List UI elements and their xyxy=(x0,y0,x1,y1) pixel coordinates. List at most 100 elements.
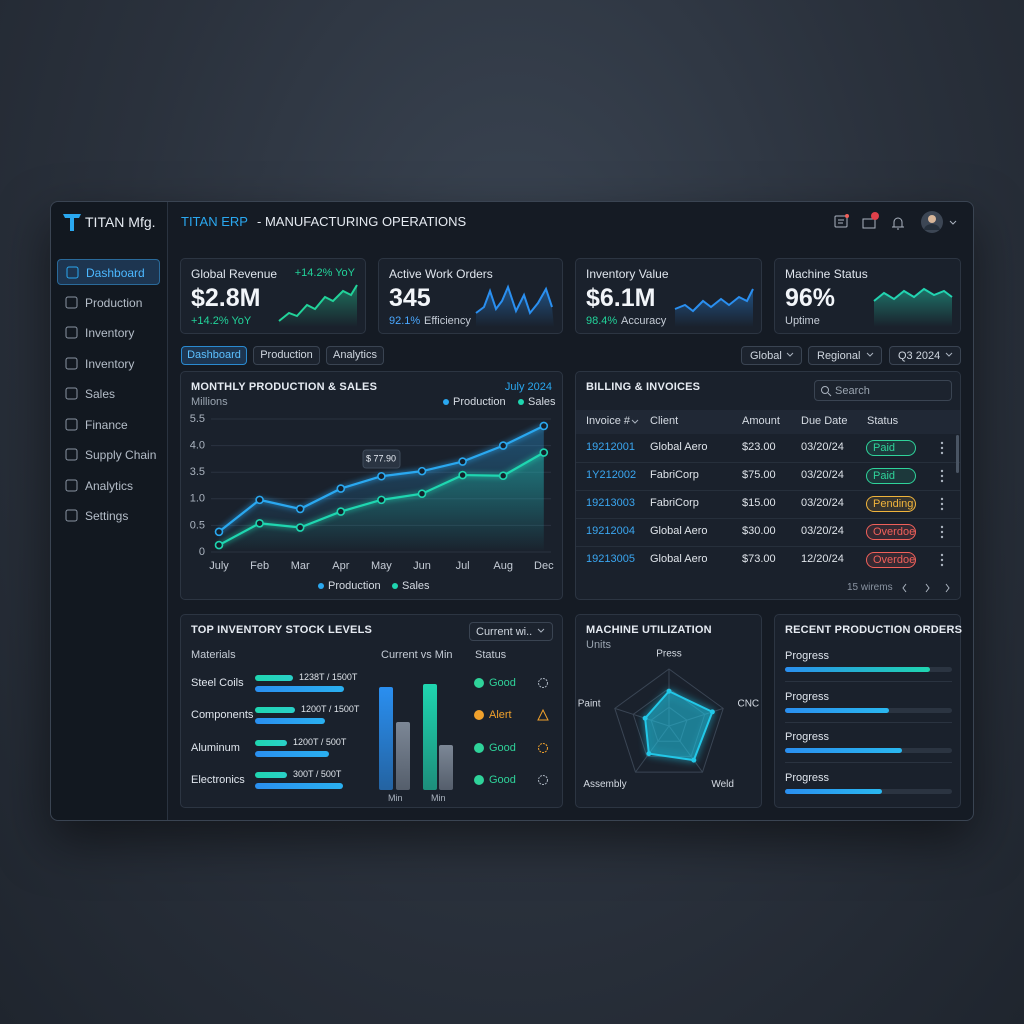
filter-dropdown[interactable]: Q3 2024 xyxy=(889,346,961,365)
nav-item[interactable]: Finance xyxy=(57,412,160,438)
stock-level: 1238T / 1500T xyxy=(299,672,358,682)
nav-icon xyxy=(65,448,78,461)
nav-label: Production xyxy=(85,295,143,310)
filter-dropdown[interactable]: Regional xyxy=(808,346,882,365)
table-header xyxy=(576,410,960,434)
filter-label: Current wi.. xyxy=(476,626,533,638)
status-pill: Overdoe xyxy=(866,524,916,540)
radar-axis xyxy=(635,725,670,773)
status-pill: Paid xyxy=(866,440,916,456)
radar-axis-label: Weld xyxy=(711,779,734,790)
table-cell: $30.00 xyxy=(742,525,776,537)
tab[interactable]: Analytics xyxy=(326,346,384,365)
row-menu xyxy=(940,553,944,567)
tab[interactable]: Production xyxy=(253,346,320,365)
chevron-icon xyxy=(537,628,545,633)
nav-item[interactable]: Production xyxy=(57,290,160,316)
sparkline xyxy=(873,287,953,327)
data-point xyxy=(336,484,346,493)
kpi-highlight: 98.4% xyxy=(586,315,618,327)
row-divider xyxy=(576,490,960,491)
order-label: Progress xyxy=(785,771,830,784)
nav-item[interactable]: Inventory xyxy=(57,351,160,377)
header-icons[interactable] xyxy=(834,211,964,233)
column-header: Client xyxy=(650,415,679,427)
divider xyxy=(785,762,952,763)
nav-icon xyxy=(65,296,78,308)
dot xyxy=(940,535,944,539)
order-label: Progress xyxy=(785,731,830,743)
nav-item[interactable]: Analytics xyxy=(57,473,160,499)
legend-dot xyxy=(518,399,524,405)
stock-status: Alert xyxy=(489,709,512,722)
row-divider xyxy=(576,518,960,519)
search-placeholder: Search xyxy=(835,385,870,397)
tooltip-box xyxy=(362,449,401,469)
table-cell[interactable]: 19213005 xyxy=(586,553,635,565)
x-tick-label: Apr xyxy=(332,560,349,572)
radar-area xyxy=(644,690,714,762)
header-subtitle: - MANUFACTURING OPERATIONS xyxy=(257,214,467,229)
table-footer: 15 wirems xyxy=(847,582,893,593)
data-point xyxy=(498,441,508,450)
kpi-note: Accuracy xyxy=(621,315,667,327)
x-tick-label: Dec xyxy=(534,560,554,572)
status-icon xyxy=(538,678,548,688)
stock-bar xyxy=(255,771,287,778)
stock-column xyxy=(439,745,453,790)
progress-bar xyxy=(785,667,931,672)
column-header: Current vs Min xyxy=(381,649,453,661)
data-point xyxy=(377,471,386,481)
tab[interactable]: Dashboard xyxy=(181,346,247,365)
filter-label: Global xyxy=(750,350,782,362)
brand-logo xyxy=(63,214,81,231)
inventory-filter[interactable]: Current wi.. xyxy=(469,622,553,641)
kpi-label: Global Revenue xyxy=(191,267,278,281)
search-box[interactable]: Search xyxy=(814,380,952,401)
data-point xyxy=(458,457,467,466)
bar-label: Min xyxy=(388,793,403,803)
nav-icon xyxy=(65,509,78,522)
x-tick-label: July xyxy=(209,560,229,572)
table-cell[interactable]: 19212004 xyxy=(586,525,635,537)
nav-icon xyxy=(65,418,78,430)
table-cell[interactable]: 19213003 xyxy=(586,497,635,509)
billing-card: BILLING & INVOICES Search Invoice # Client A… xyxy=(575,371,961,600)
table-cell: 12/20/24 xyxy=(801,553,844,565)
nav-label: Inventory xyxy=(85,326,135,340)
status-icon xyxy=(538,774,548,785)
kpi-card: Machine Status 96% Uptime xyxy=(774,258,961,334)
table-cell: $15.00 xyxy=(742,497,776,509)
nav-item[interactable]: Sales xyxy=(57,381,160,407)
orders-card: RECENT PRODUCTION ORDERS Progress Progress… xyxy=(774,614,962,808)
radar-point xyxy=(691,757,697,763)
gear xyxy=(538,774,548,785)
y-tick-label: 4.0 xyxy=(190,440,205,452)
x-tick-label: Feb xyxy=(250,560,269,572)
status-icon xyxy=(537,709,549,721)
dot xyxy=(940,525,944,529)
nav-item[interactable]: Supply Chain xyxy=(57,442,160,468)
nav-item[interactable]: Inventory xyxy=(57,320,160,346)
kpi-badge: +14.2% YoY xyxy=(294,267,355,279)
nav-item[interactable]: Settings xyxy=(57,503,160,529)
line-chart: 0 0.5 1.0 3.5 4.0 5.5 July Feb Mar Apr May Jun Jul Au… xyxy=(190,396,556,592)
table-cell[interactable]: 1Y212002 xyxy=(586,469,637,481)
radar-axis xyxy=(614,707,670,727)
data-point xyxy=(539,448,549,457)
nav-item[interactable]: Dashboard xyxy=(57,259,160,285)
chevron xyxy=(945,352,953,357)
legend-label: Production xyxy=(328,580,381,592)
nav-label: Inventory xyxy=(85,356,135,371)
table-cell: Global Aero xyxy=(650,525,708,537)
filter-dropdown[interactable]: Global xyxy=(741,346,802,365)
x-tick-label: Aug xyxy=(493,560,513,572)
scrollbar xyxy=(956,435,959,473)
radar-point xyxy=(666,688,672,694)
dot xyxy=(940,553,944,557)
dot xyxy=(940,441,944,445)
kpi-note: Uptime xyxy=(785,315,820,327)
chevron-icon xyxy=(866,352,874,357)
nav-label: Finance xyxy=(85,417,128,432)
table-cell[interactable]: 19212001 xyxy=(586,441,635,453)
